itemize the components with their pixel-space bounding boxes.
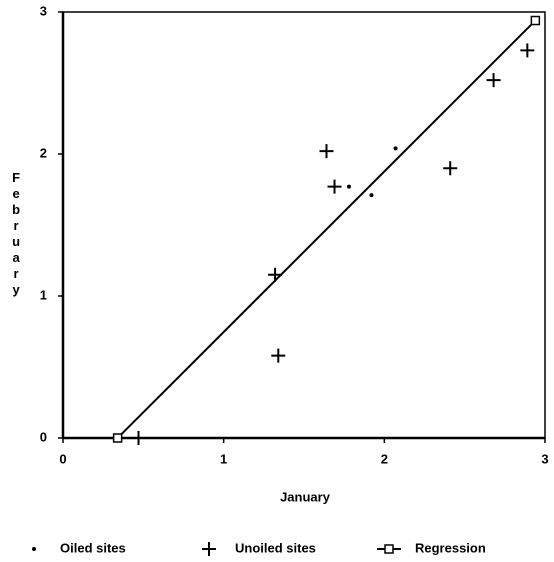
x-tick-label: 0: [59, 451, 66, 466]
point: [443, 161, 458, 176]
point: [486, 73, 501, 88]
point: [530, 15, 541, 26]
point: [520, 43, 535, 58]
point: [112, 433, 123, 443]
y-axis-label: February: [9, 170, 24, 298]
x-tick-label: 1: [220, 451, 227, 466]
x-tick-label: 2: [381, 451, 388, 466]
x-tick-label: 3: [541, 451, 548, 466]
y-tick-label: 1: [40, 287, 47, 302]
point: [393, 146, 398, 151]
legend-marker: [384, 544, 394, 554]
y-tick-label: 3: [40, 3, 47, 18]
legend-label: Oiled sites: [60, 540, 126, 555]
legend-label: Regression: [415, 540, 486, 555]
point: [319, 144, 334, 159]
legend-marker: [202, 542, 216, 556]
point: [271, 348, 286, 363]
plot-frame: [62, 11, 546, 439]
legend-marker: [32, 547, 36, 551]
legend-label: Unoiled sites: [235, 540, 316, 555]
regression-line: [116, 19, 537, 439]
point: [131, 431, 146, 445]
point: [327, 179, 342, 194]
x-axis-label: January: [280, 489, 331, 504]
point: [369, 193, 374, 198]
point: [346, 184, 351, 189]
y-tick-label: 2: [40, 145, 47, 160]
y-tick-label: 0: [40, 429, 47, 444]
